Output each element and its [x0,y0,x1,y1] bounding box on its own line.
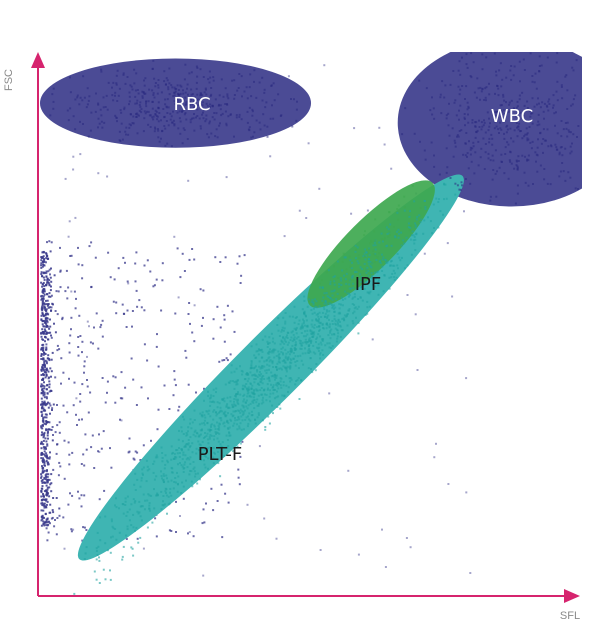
x-axis-label: SFL [560,610,580,622]
axes: FSC SFL [3,52,580,622]
y-axis-arrow-icon [31,52,45,68]
wbc-label: WBC [491,106,533,127]
plt-f-label: PLT-F [198,444,243,465]
y-axis-label: FSC [3,69,15,91]
wbc-region [397,52,582,207]
rbc-label: RBC [173,94,210,115]
population-events [49,52,580,595]
ipf-label: IPF [355,274,382,295]
population-labels: RBC WBC PLT-F IPF [173,94,533,465]
x-axis-arrow-icon [564,589,580,603]
ipf-region [307,180,435,308]
background-events [40,64,479,577]
